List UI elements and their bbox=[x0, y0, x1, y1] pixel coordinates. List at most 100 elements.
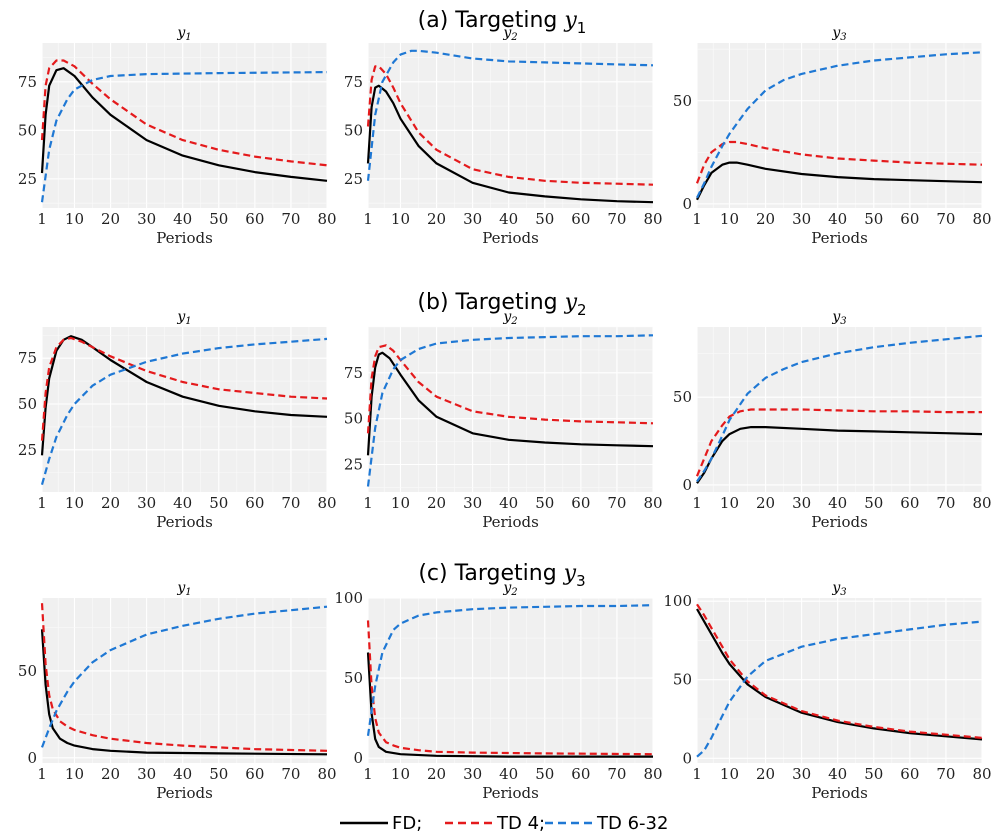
x-tick-label: 50 bbox=[864, 494, 883, 512]
y-tick-label: 100 bbox=[334, 589, 363, 607]
x-tick-label: 1 bbox=[692, 494, 702, 512]
x-tick-label: 20 bbox=[427, 765, 446, 783]
x-tick-label: 40 bbox=[173, 210, 192, 228]
y-tick-label: 50 bbox=[344, 410, 363, 428]
plot-background bbox=[368, 327, 653, 492]
panel-title: y1 bbox=[176, 580, 191, 598]
x-tick-label: 30 bbox=[463, 210, 482, 228]
series-line-td-6-32 bbox=[696, 51, 983, 199]
plot-background bbox=[697, 598, 982, 763]
x-tick-label: 60 bbox=[900, 210, 919, 228]
x-tick-label: 60 bbox=[571, 494, 590, 512]
x-tick-label: 10 bbox=[720, 210, 739, 228]
x-tick-label: 80 bbox=[643, 765, 662, 783]
x-axis-label: Periods bbox=[811, 513, 868, 531]
x-tick-label: 70 bbox=[936, 494, 955, 512]
y-tick-label: 0 bbox=[682, 195, 692, 213]
x-tick-label: 1 bbox=[37, 765, 47, 783]
y-tick-label: 75 bbox=[344, 73, 363, 91]
series-line-td-6-32 bbox=[366, 604, 654, 736]
y-tick-label: 0 bbox=[27, 749, 37, 767]
plot-background bbox=[42, 43, 327, 208]
x-tick-label: 20 bbox=[756, 494, 775, 512]
x-tick-label: 30 bbox=[463, 494, 482, 512]
panel-3-3: y3 1 10 20 30 40 50 60 70 80 0 50 100 Periods bbox=[663, 580, 991, 802]
x-tick-label: 60 bbox=[245, 765, 264, 783]
x-tick-label: 40 bbox=[828, 765, 847, 783]
section-title: (a) Targeting y1 bbox=[418, 8, 587, 37]
panel-2-1: y1 1 10 20 30 40 50 60 70 80 25 50 75 Periods bbox=[18, 309, 337, 531]
x-tick-label: 10 bbox=[65, 210, 84, 228]
x-tick-label: 30 bbox=[792, 210, 811, 228]
x-tick-label: 20 bbox=[101, 765, 120, 783]
legend-label: TD 4; bbox=[496, 813, 545, 834]
x-tick-label: 50 bbox=[864, 765, 883, 783]
y-tick-label: 25 bbox=[344, 170, 363, 188]
x-tick-label: 10 bbox=[720, 765, 739, 783]
series-line-td-6-32 bbox=[40, 71, 328, 203]
panel-title: y2 bbox=[502, 25, 517, 43]
y-tick-label: 50 bbox=[18, 121, 37, 139]
x-tick-label: 30 bbox=[792, 494, 811, 512]
x-tick-label: 20 bbox=[101, 210, 120, 228]
x-tick-label: 60 bbox=[900, 494, 919, 512]
y-tick-label: 50 bbox=[673, 671, 692, 689]
section-title: (c) Targeting y3 bbox=[418, 561, 585, 590]
x-tick-label: 80 bbox=[972, 210, 991, 228]
panel-title: y3 bbox=[831, 580, 846, 598]
legend-label: FD; bbox=[392, 813, 422, 834]
x-tick-label: 60 bbox=[245, 210, 264, 228]
x-tick-label: 60 bbox=[571, 765, 590, 783]
x-tick-label: 60 bbox=[571, 210, 590, 228]
series-line-fd bbox=[40, 67, 328, 182]
x-axis-label: Periods bbox=[811, 229, 868, 247]
legend-label: TD 6-32 bbox=[596, 813, 668, 834]
x-tick-label: 1 bbox=[37, 494, 47, 512]
series-line-td-6-32 bbox=[696, 620, 983, 758]
legend: FD; TD 4; TD 6-32 bbox=[340, 813, 668, 834]
series-line-td-4 bbox=[40, 603, 328, 752]
series-line-td-6-32 bbox=[40, 337, 328, 485]
x-tick-label: 1 bbox=[692, 210, 702, 228]
x-tick-label: 70 bbox=[281, 765, 300, 783]
plot-background bbox=[697, 43, 982, 208]
x-tick-label: 10 bbox=[391, 494, 410, 512]
x-tick-label: 50 bbox=[864, 210, 883, 228]
x-tick-label: 80 bbox=[317, 765, 336, 783]
panel-1-1: y1 1 10 20 30 40 50 60 70 80 25 50 75 Periods bbox=[18, 25, 337, 247]
x-tick-label: 70 bbox=[607, 210, 626, 228]
series-line-fd bbox=[366, 652, 653, 758]
plot-background bbox=[368, 598, 653, 763]
x-tick-label: 50 bbox=[535, 494, 554, 512]
x-tick-label: 1 bbox=[692, 765, 702, 783]
x-axis-label: Periods bbox=[156, 784, 213, 802]
y-tick-label: 50 bbox=[673, 92, 692, 110]
section-title: (b) Targeting y2 bbox=[417, 290, 586, 319]
x-tick-label: 70 bbox=[281, 210, 300, 228]
panel-3-2: y2 1 10 20 30 40 50 60 70 80 0 50 100 Periods bbox=[334, 580, 662, 802]
x-axis-label: Periods bbox=[811, 784, 868, 802]
x-tick-label: 30 bbox=[137, 494, 156, 512]
x-tick-label: 10 bbox=[65, 765, 84, 783]
x-tick-label: 20 bbox=[427, 494, 446, 512]
plot-background bbox=[42, 327, 327, 492]
x-tick-label: 40 bbox=[173, 765, 192, 783]
x-tick-label: 50 bbox=[535, 210, 554, 228]
series-line-td-4 bbox=[695, 140, 983, 184]
series-line-td-6-32 bbox=[40, 605, 328, 748]
series-line-td-6-32 bbox=[366, 49, 654, 181]
x-tick-label: 60 bbox=[245, 494, 264, 512]
series-line-fd bbox=[366, 84, 654, 204]
x-axis-label: Periods bbox=[482, 229, 539, 247]
y-tick-label: 75 bbox=[18, 349, 37, 367]
x-axis-label: Periods bbox=[156, 229, 213, 247]
x-tick-label: 30 bbox=[137, 765, 156, 783]
x-tick-label: 80 bbox=[643, 210, 662, 228]
x-tick-label: 10 bbox=[391, 210, 410, 228]
series-line-td-4 bbox=[366, 344, 654, 434]
y-tick-label: 0 bbox=[682, 749, 692, 767]
x-tick-label: 30 bbox=[792, 765, 811, 783]
x-tick-label: 40 bbox=[828, 494, 847, 512]
